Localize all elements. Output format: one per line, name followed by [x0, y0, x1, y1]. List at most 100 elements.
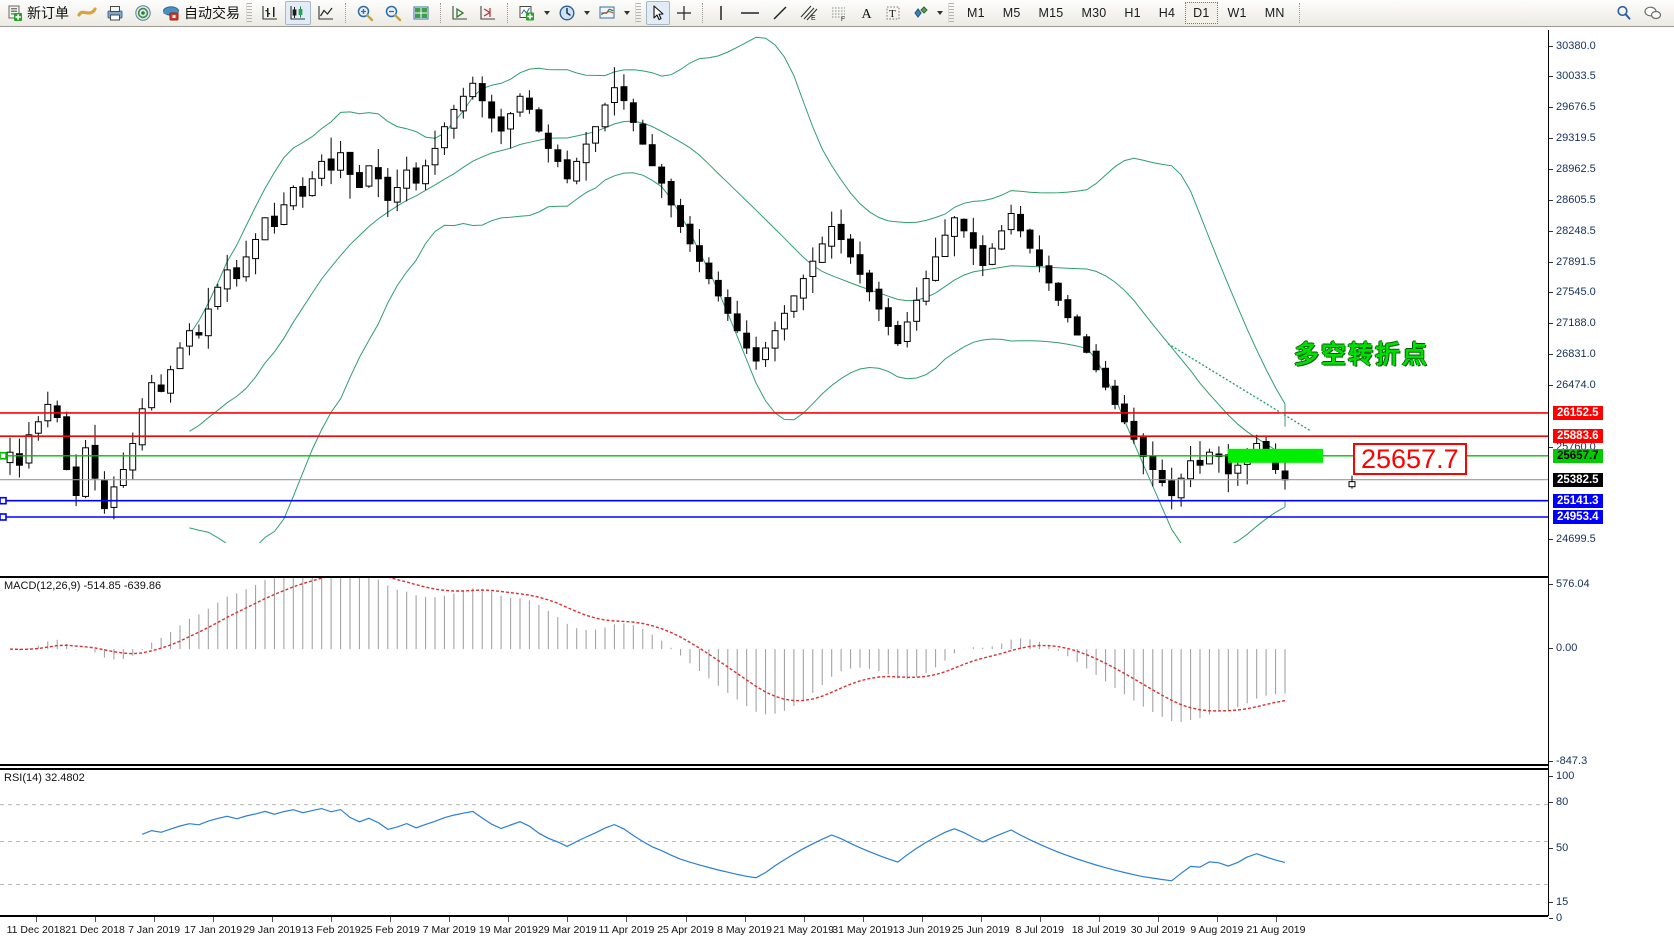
indicators-icon: [77, 7, 97, 17]
candlestick-chart-button[interactable]: [285, 1, 311, 25]
price-axis-label: 24699.5: [1556, 533, 1596, 545]
shapes-button[interactable]: [907, 1, 933, 25]
text-box-icon: T: [886, 6, 900, 20]
macd-pane[interactable]: MACD(12,26,9) -514.85 -639.86: [0, 576, 1548, 766]
toolbar-gripper-timeframes[interactable]: [948, 3, 954, 23]
rsi-axis-tick: [1549, 776, 1553, 777]
period-button[interactable]: [554, 1, 580, 25]
annotation-price-box[interactable]: 25657.7: [1353, 443, 1467, 476]
date-axis-tick: [1216, 917, 1218, 922]
rsi-axis-label: 0: [1556, 912, 1563, 924]
horizontal-line-button[interactable]: [735, 1, 765, 25]
shapes-dropdown-caret[interactable]: [937, 11, 943, 15]
timeframe-m5[interactable]: M5: [1002, 6, 1021, 20]
timeframe-m30[interactable]: M30: [1081, 6, 1107, 20]
price-axis-tick: [1549, 539, 1553, 540]
price-level-tag[interactable]: 24953.4: [1553, 509, 1603, 524]
date-axis-label: 29 Jan 2019: [243, 924, 302, 936]
main-toolbar: 新订单: [0, 0, 1674, 27]
add-indicator-dropdown-caret[interactable]: [544, 11, 550, 15]
timeframe-m15[interactable]: M15: [1038, 6, 1064, 20]
rsi-pane[interactable]: RSI(14) 32.4802: [0, 768, 1548, 916]
price-axis-label: 26474.0: [1556, 378, 1596, 391]
rsi-chart-svg: [0, 804, 1548, 885]
date-axis-label: 11 Apr 2019: [598, 924, 655, 936]
annotation-green-text[interactable]: 多空转折点: [1294, 340, 1430, 369]
zoom-out-button[interactable]: [380, 1, 406, 25]
crosshair-icon: [677, 6, 691, 20]
date-axis-label: 25 Jun 2019: [951, 924, 1010, 936]
price-axis-label: 29676.5: [1556, 101, 1596, 114]
cursor-button[interactable]: [646, 1, 670, 25]
date-axis-tick: [1098, 917, 1100, 922]
price-axis[interactable]: 30380.0 30033.5 29676.5 29319.5 28962.5 28605…: [1548, 30, 1674, 924]
macd-axis-tick: [1549, 761, 1553, 762]
date-axis-tick: [862, 917, 864, 922]
bar-chart-button[interactable]: [257, 1, 283, 25]
price-chart-pane[interactable]: [0, 30, 1548, 543]
period-dropdown-caret[interactable]: [584, 11, 590, 15]
cursor-icon: [653, 5, 664, 21]
timeframe-m1[interactable]: M1: [967, 6, 985, 20]
price-level-tag[interactable]: 25657.7: [1553, 448, 1603, 463]
toolbar-separator-3: [507, 3, 508, 23]
price-axis-tick: [1549, 261, 1553, 263]
line-chart-button[interactable]: [313, 1, 339, 25]
new-order-button[interactable]: 新订单: [3, 1, 72, 25]
vertical-line-button[interactable]: [709, 1, 733, 25]
template-button[interactable]: [594, 1, 620, 25]
price-level-tag[interactable]: 26152.5: [1553, 405, 1603, 420]
signals-icon: [135, 5, 151, 21]
zoom-out-icon: [385, 5, 402, 22]
timeframe-h4[interactable]: H4: [1158, 6, 1176, 20]
date-axis-label: 30 Jul 2019: [1130, 924, 1186, 936]
price-level-tag[interactable]: 25382.5: [1553, 472, 1603, 487]
trend-line-button[interactable]: [767, 1, 793, 25]
date-axis-tick: [36, 917, 37, 922]
template-dropdown-caret[interactable]: [624, 11, 630, 15]
indicators-button[interactable]: [74, 1, 100, 25]
date-axis-tick: [331, 917, 333, 922]
zoom-in-button[interactable]: [352, 1, 378, 25]
rsi-axis-label: 15: [1556, 896, 1569, 908]
toolbar-gripper-tools[interactable]: [635, 3, 641, 23]
price-level-tag[interactable]: 25883.6: [1553, 429, 1603, 444]
timeframe-d1[interactable]: D1: [1185, 2, 1218, 24]
autotrade-icon: [163, 6, 179, 21]
macd-axis-label: 576.04: [1556, 578, 1590, 590]
tile-windows-button[interactable]: [408, 1, 434, 25]
rsi-axis-label: 100: [1556, 770, 1575, 782]
price-axis-label: 27545.0: [1556, 286, 1596, 299]
autotrade-button[interactable]: 自动交易: [158, 1, 243, 25]
text-label-button[interactable]: A: [855, 1, 879, 25]
equidistant-channel-button[interactable]: E: [795, 1, 823, 25]
print-button[interactable]: [102, 1, 128, 25]
svg-text:F: F: [841, 16, 845, 22]
timeframe-w1[interactable]: W1: [1227, 6, 1247, 20]
timeframe-mn[interactable]: MN: [1264, 6, 1285, 20]
chat-button[interactable]: [1639, 1, 1667, 25]
text-box-button[interactable]: T: [881, 1, 905, 25]
date-axis-tick: [685, 917, 687, 922]
macd-axis-label: 0.00: [1556, 642, 1578, 654]
add-indicator-button[interactable]: [514, 1, 540, 25]
price-level-tag[interactable]: 25141.3: [1553, 493, 1603, 508]
search-button[interactable]: [1611, 1, 1637, 25]
shift-chart-start-button[interactable]: [447, 1, 473, 25]
date-axis-label: 21 May 2019: [773, 924, 834, 936]
toolbar-separator-4: [702, 3, 703, 23]
equidistant-channel-icon: E: [800, 5, 818, 22]
crosshair-button[interactable]: [672, 1, 696, 25]
template-icon: [599, 6, 615, 19]
shift-start-icon: [452, 6, 467, 20]
signals-button[interactable]: [130, 1, 156, 25]
price-axis-label: 28605.5: [1556, 194, 1596, 206]
date-axis-tick: [1039, 917, 1041, 922]
shift-chart-end-button[interactable]: [475, 1, 501, 25]
price-axis-label: 30380.0: [1556, 40, 1596, 52]
price-axis-tick: [1549, 169, 1553, 171]
toolbar-gripper-charts[interactable]: [246, 3, 252, 23]
timeframe-h1[interactable]: H1: [1124, 6, 1141, 20]
fibonacci-button[interactable]: F: [825, 1, 853, 25]
